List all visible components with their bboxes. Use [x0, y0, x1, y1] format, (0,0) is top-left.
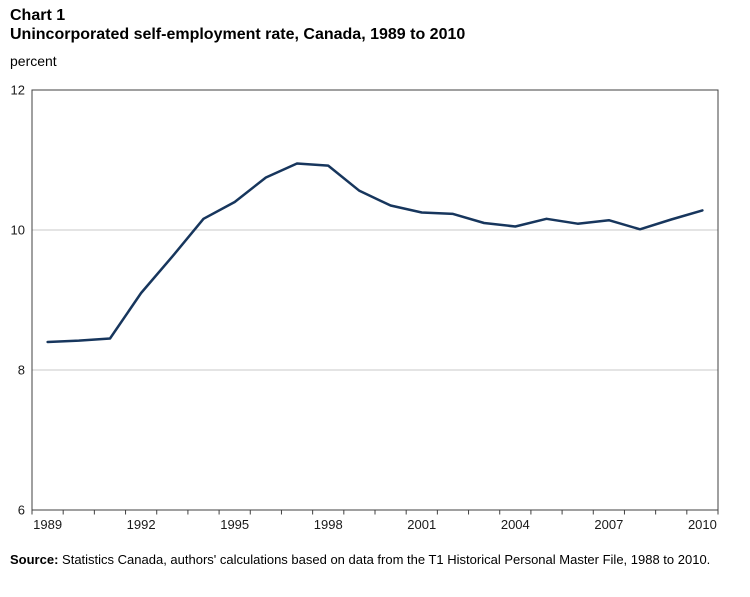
x-tick-label: 2001	[407, 517, 436, 532]
source-text: Statistics Canada, authors' calculations…	[62, 552, 711, 567]
chart-number: Chart 1	[10, 7, 66, 24]
y-tick-labels: 6 8 10 12	[11, 83, 25, 518]
chart-header: Chart 1 Unincorporated self-employment r…	[10, 6, 465, 69]
chart-svg: 6 8 10 12 1989 1992 1995 1998 2001 2004 2007 2010	[11, 83, 719, 532]
data-line-group	[46, 162, 704, 344]
x-tick-labels: 1989 1992 1995 1998 2001 2004 2007 2010	[33, 517, 717, 532]
x-ticks	[31, 510, 719, 515]
y-tick-label: 12	[11, 83, 25, 98]
y-tick-label: 6	[18, 503, 25, 518]
x-tick-label: 2010	[688, 517, 717, 532]
source-note: Source: Statistics Canada, authors' calc…	[10, 551, 716, 568]
x-tick-label: 1989	[33, 517, 62, 532]
chart-title: Unincorporated self-employment rate, Can…	[10, 26, 466, 43]
y-tick-label: 8	[18, 363, 25, 378]
x-tick-label: 1995	[220, 517, 249, 532]
x-tick-label: 2004	[501, 517, 530, 532]
x-tick-label: 1998	[314, 517, 343, 532]
x-tick-label: 2007	[594, 517, 623, 532]
x-tick-label: 1992	[127, 517, 156, 532]
y-axis-unit-label: percent	[10, 53, 57, 69]
y-gridlines	[32, 229, 718, 371]
source-label: Source:	[10, 552, 59, 567]
plot-border	[31, 89, 719, 511]
data-line	[46, 162, 704, 344]
y-tick-label: 10	[11, 223, 25, 238]
